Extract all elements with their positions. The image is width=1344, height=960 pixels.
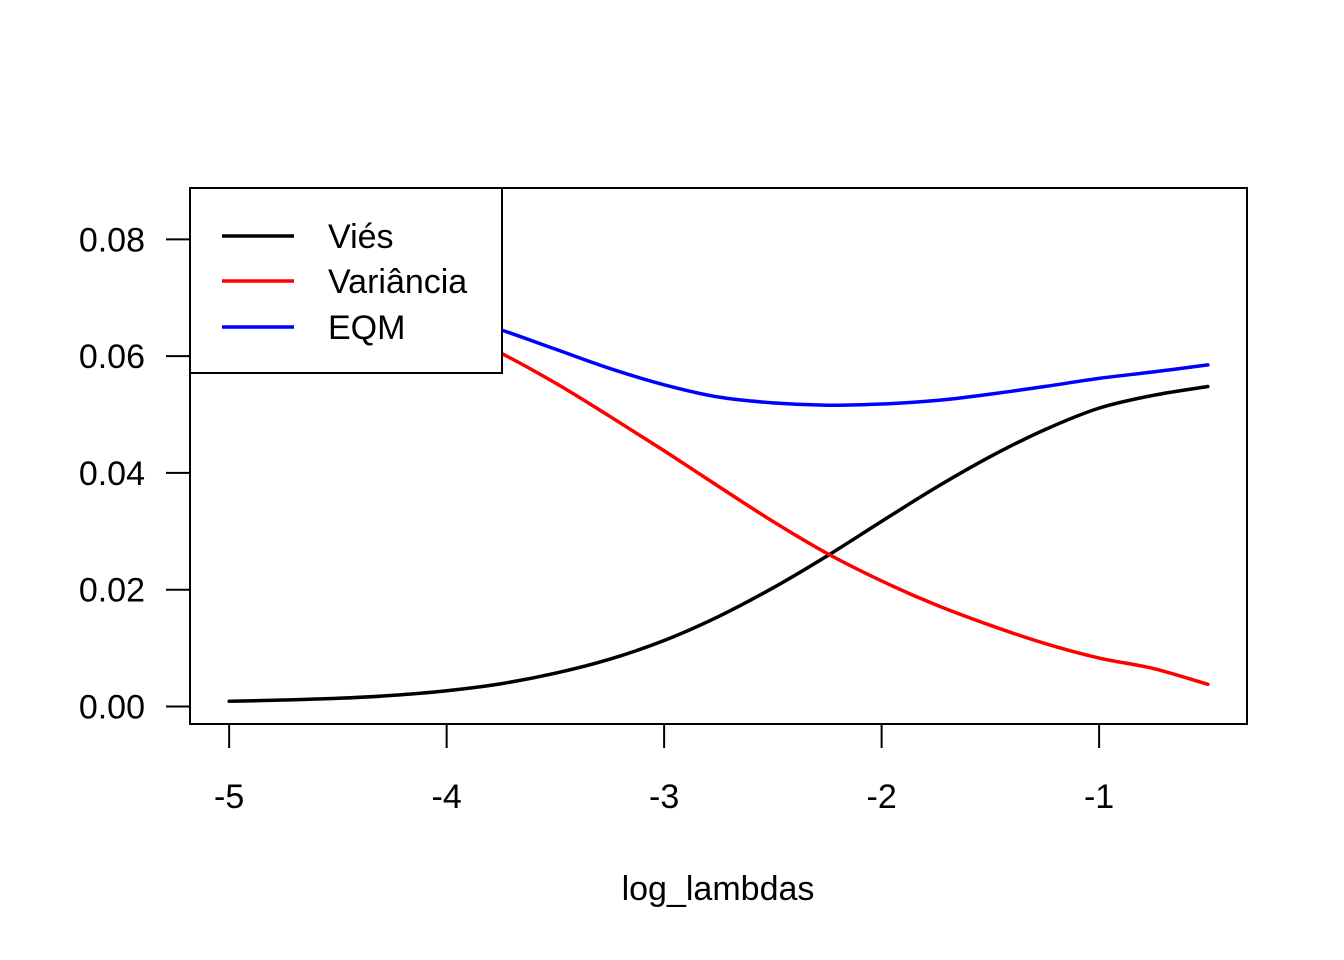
y-tick-label: 0.06 bbox=[79, 338, 145, 376]
x-axis: -5 -4 -3 -2 -1 bbox=[214, 723, 1114, 816]
x-tick-label: -3 bbox=[649, 778, 679, 816]
y-tick-label: 0.00 bbox=[79, 688, 145, 726]
y-tick-label: 0.02 bbox=[79, 572, 145, 610]
legend-label-variancia: Variância bbox=[328, 263, 467, 301]
x-tick-label: -4 bbox=[432, 778, 462, 816]
series-line-vies bbox=[227, 384, 1210, 703]
y-tick-label: 0.04 bbox=[79, 455, 145, 493]
legend-label-eqm: EQM bbox=[328, 309, 405, 347]
x-tick-label: -5 bbox=[214, 778, 244, 816]
legend: Viés Variância EQM bbox=[189, 187, 503, 374]
legend-label-vies: Viés bbox=[328, 218, 394, 256]
x-axis-title: log_lambdas bbox=[622, 870, 815, 908]
x-tick-label: -1 bbox=[1084, 778, 1114, 816]
x-tick-label: -2 bbox=[867, 778, 897, 816]
y-tick-label: 0.08 bbox=[79, 221, 145, 259]
